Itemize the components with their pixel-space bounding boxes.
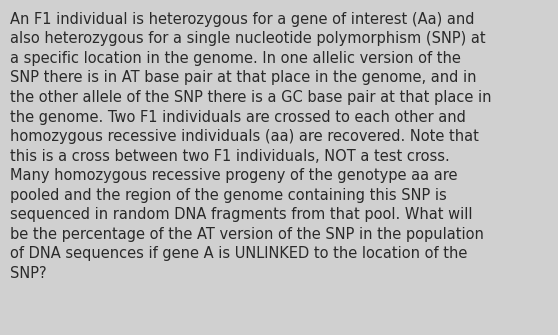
Text: An F1 individual is heterozygous for a gene of interest (Aa) and
also heterozygo: An F1 individual is heterozygous for a g…: [10, 12, 492, 281]
